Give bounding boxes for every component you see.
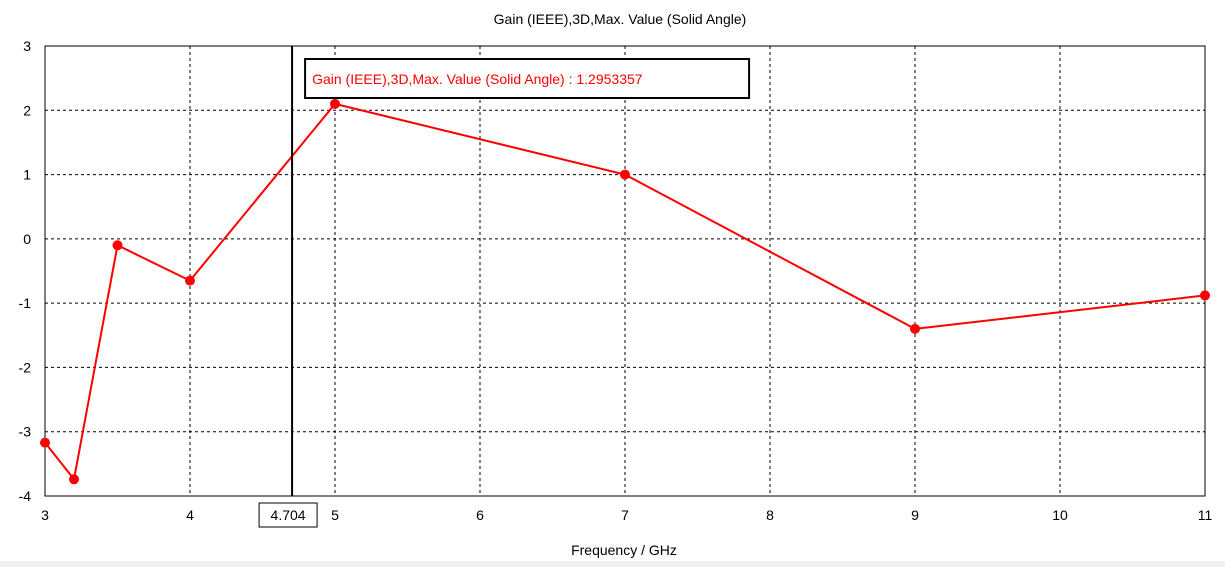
x-tick-label: 7 (621, 507, 629, 523)
x-tick-label: 3 (41, 507, 49, 523)
series-layer (40, 98, 1210, 485)
bottom-strip (0, 561, 1225, 567)
data-point (1200, 290, 1210, 301)
plot-frame (44, 45, 1206, 497)
x-tick-label: 8 (766, 507, 774, 523)
x-axis-label: Frequency / GHz (571, 542, 677, 558)
x-tick-label: 10 (1052, 507, 1068, 523)
x-tick-label: 11 (1198, 507, 1213, 523)
data-point (620, 169, 630, 180)
data-point (330, 98, 340, 109)
x-tick-label: 6 (476, 507, 484, 523)
chart-title: Gain (IEEE),3D,Max. Value (Solid Angle) (494, 11, 747, 27)
y-tick-label: -2 (19, 359, 32, 375)
marker-annotation: Gain (IEEE),3D,Max. Value (Solid Angle) … (312, 71, 643, 87)
grid-layer (45, 46, 1205, 496)
marker-x-box (258, 502, 318, 528)
annotation-box (304, 58, 751, 99)
data-point (69, 474, 79, 485)
series-line (44, 102, 1206, 482)
marker-layer[interactable]: 4.704 Gain (IEEE),3D,Max. Value (Solid An… (258, 46, 751, 528)
data-point (40, 437, 50, 448)
data-point (910, 323, 920, 334)
y-tick-label: -3 (19, 424, 32, 440)
x-tick-label: 9 (911, 507, 919, 523)
y-tick-label: -1 (19, 295, 32, 311)
y-tick-label: 0 (23, 231, 31, 247)
marker-x-value: 4.704 (271, 507, 306, 523)
y-tick-label: 2 (23, 102, 31, 118)
data-point (112, 240, 123, 251)
y-tick-label: 3 (23, 38, 31, 54)
y-tick-label: 1 (23, 167, 31, 183)
x-tick-label: 4 (186, 507, 194, 523)
y-tick-label: -4 (19, 488, 32, 504)
data-point (185, 275, 195, 286)
x-tick-label: 5 (331, 507, 339, 523)
